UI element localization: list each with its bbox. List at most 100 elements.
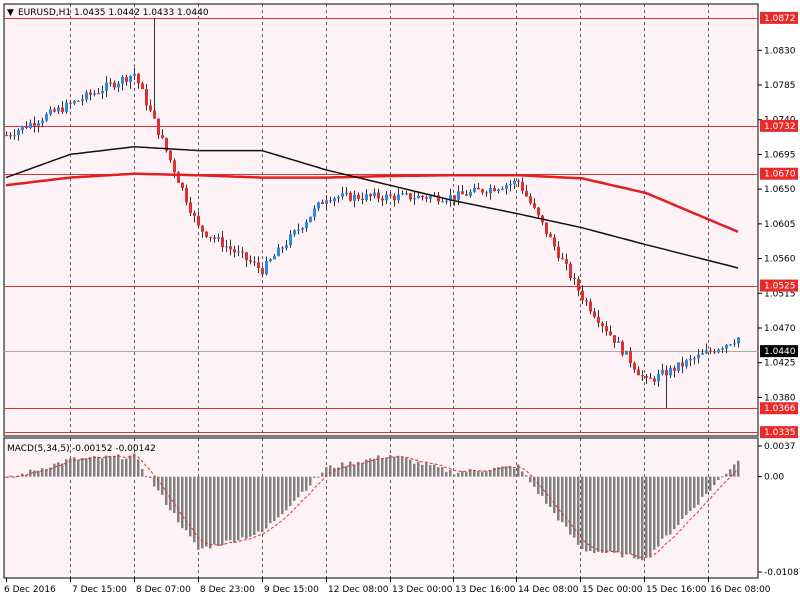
candle-body	[729, 344, 732, 346]
time-tick-label: 15 Dec 00:00	[582, 585, 643, 595]
macd-histogram-bar	[581, 476, 584, 550]
candle-body	[441, 201, 444, 203]
candle-body	[649, 377, 652, 379]
candle-body	[57, 107, 60, 112]
moving-average-red	[5, 172, 739, 233]
candle-body	[585, 300, 588, 302]
candle-body	[25, 125, 28, 128]
candle-body	[609, 331, 612, 336]
price-tick-label: 1.0785	[764, 81, 796, 91]
candle-body	[349, 192, 352, 201]
candle-body	[673, 367, 676, 371]
candle-body	[501, 188, 504, 190]
macd-histogram-bar	[265, 476, 268, 529]
macd-histogram-bar	[237, 476, 240, 541]
candle-body	[389, 194, 392, 196]
candle-body	[525, 190, 528, 197]
candle-body	[485, 192, 488, 194]
candle-body	[489, 187, 492, 194]
macd-histogram-bar	[725, 473, 728, 477]
macd-histogram-bar	[673, 476, 676, 530]
macd-histogram-bar	[445, 471, 448, 477]
macd-histogram-bar	[393, 456, 396, 477]
macd-histogram-bar	[93, 456, 96, 477]
price-axis: 1.08301.07851.07401.06951.06501.06051.05…	[758, 11, 798, 439]
macd-histogram-bar	[377, 455, 380, 477]
macd-histogram-bar	[461, 471, 464, 477]
candle-body	[245, 252, 248, 261]
candle-body	[345, 192, 348, 194]
macd-histogram-bar	[73, 457, 76, 477]
macd-histogram-bar	[649, 476, 652, 557]
candle-body	[645, 376, 648, 378]
candle-body	[689, 358, 692, 361]
macd-histogram-bar	[381, 458, 384, 477]
macd-histogram-bar	[537, 476, 540, 495]
candle-body	[233, 249, 236, 253]
macd-histogram-bar	[717, 476, 720, 481]
macd-histogram-bar	[289, 476, 292, 506]
macd-histogram-bar	[437, 467, 440, 477]
macd-histogram-bar	[533, 476, 536, 487]
candle-body	[277, 247, 280, 257]
candle-body	[529, 196, 532, 204]
candle-body	[397, 194, 400, 201]
candle-body	[269, 259, 272, 262]
macd-histogram-bar	[177, 476, 180, 523]
macd-histogram-bar	[617, 476, 620, 553]
candle-body	[309, 216, 312, 223]
candle-body	[341, 193, 344, 197]
collapse-arrow-icon[interactable]: ▼	[7, 8, 14, 18]
macd-histogram-bar	[373, 458, 376, 477]
candle-body	[537, 207, 540, 216]
price-plot-area[interactable]	[4, 4, 758, 436]
level-label-bg	[760, 119, 798, 132]
price-tick-label: 1.0830	[764, 46, 796, 56]
macd-histogram-bar	[453, 474, 456, 477]
macd-histogram-bar	[65, 459, 68, 477]
candle-body	[413, 198, 416, 200]
macd-histogram-bar	[105, 455, 108, 477]
macd-tick-label: -0.01087	[764, 568, 800, 578]
candle-body	[101, 90, 104, 94]
candle-body	[77, 100, 80, 102]
moving-average-black	[5, 145, 739, 269]
candle-body	[17, 130, 20, 136]
macd-histogram-bar	[645, 476, 648, 557]
candle-body	[601, 322, 604, 326]
macd-histogram-bar	[641, 476, 644, 561]
macd-histogram-bar	[637, 476, 640, 560]
candle-body	[29, 123, 32, 128]
level-label-bg	[760, 167, 798, 180]
candle-body	[617, 341, 620, 343]
candle-body	[141, 83, 144, 90]
macd-histogram-bar	[677, 476, 680, 525]
candle-body	[281, 247, 284, 249]
candle-body	[337, 196, 340, 199]
macd-histogram-bar	[457, 472, 460, 477]
time-tick-label: 7 Dec 15:00	[72, 585, 127, 595]
candle-body	[633, 363, 636, 370]
candle-body	[273, 256, 276, 260]
macd-histogram-bar	[201, 476, 204, 549]
macd-histogram-bar	[213, 476, 216, 545]
candle-body	[73, 100, 76, 104]
macd-histogram-bar	[621, 476, 624, 558]
macd-histogram-bar	[493, 467, 496, 477]
candle-body	[429, 196, 432, 199]
candle-body	[293, 230, 296, 235]
candle-body	[117, 83, 120, 88]
macd-histogram-bar	[465, 472, 468, 477]
candle-body	[453, 195, 456, 200]
candle-body	[53, 109, 56, 112]
macd-histogram-bar	[409, 459, 412, 477]
macd-histogram-bar	[553, 476, 556, 514]
candle-body	[189, 202, 192, 213]
candle-body	[425, 197, 428, 199]
candle-body	[329, 200, 332, 202]
macd-histogram-bar	[209, 476, 212, 549]
candle-body	[225, 246, 228, 248]
candle-body	[49, 109, 52, 115]
time-tick-label: 12 Dec 08:00	[328, 585, 389, 595]
